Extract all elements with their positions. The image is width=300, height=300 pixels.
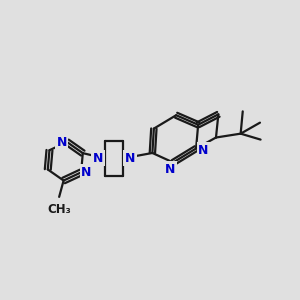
Text: CH₃: CH₃ [47, 203, 71, 216]
Text: N: N [81, 166, 92, 179]
Text: N: N [165, 163, 175, 176]
Text: N: N [56, 136, 67, 148]
Text: N: N [124, 152, 135, 165]
Text: N: N [198, 143, 209, 157]
Text: N: N [93, 152, 104, 165]
